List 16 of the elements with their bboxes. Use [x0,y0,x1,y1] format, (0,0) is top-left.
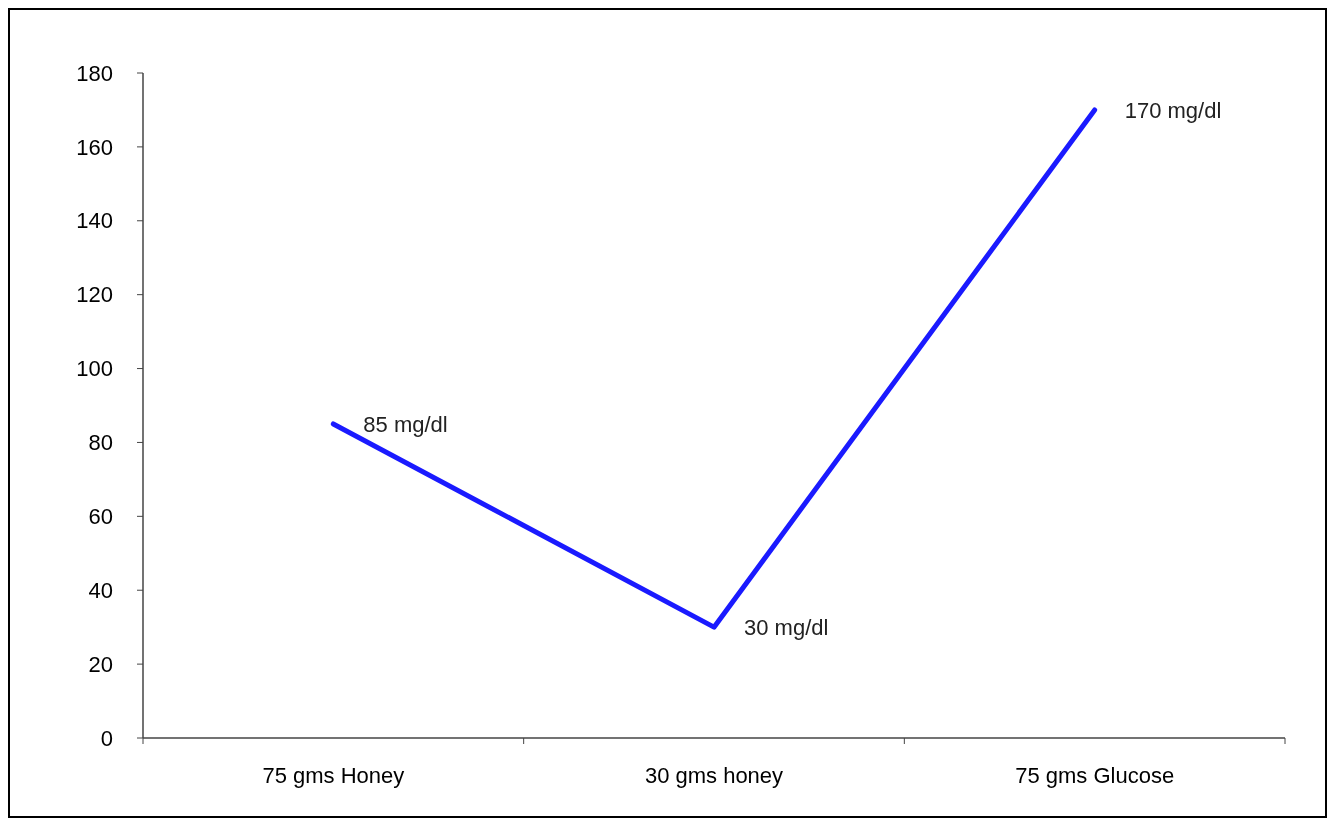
y-tick-label: 40 [88,577,113,603]
y-tick-label: 60 [88,504,113,530]
y-tick-label: 160 [76,134,113,160]
y-tick-label: 20 [88,651,113,677]
y-tick-label: 120 [76,282,113,308]
y-tick-label: 0 [100,725,113,751]
data-label: 170 mg/dl [1124,97,1222,123]
x-tick-label: 75 gms Honey [262,763,405,788]
y-tick-label: 80 [88,430,113,456]
x-tick-label: 30 gms honey [644,763,784,788]
data-label: 30 mg/dl [744,615,829,641]
y-tick-label: 100 [76,356,113,382]
data-label: 85 mg/dl [363,411,448,437]
y-tick-label: 180 [76,60,113,86]
x-tick-label: 75 gms Glucose [1015,763,1175,788]
y-tick-label: 140 [76,208,113,234]
